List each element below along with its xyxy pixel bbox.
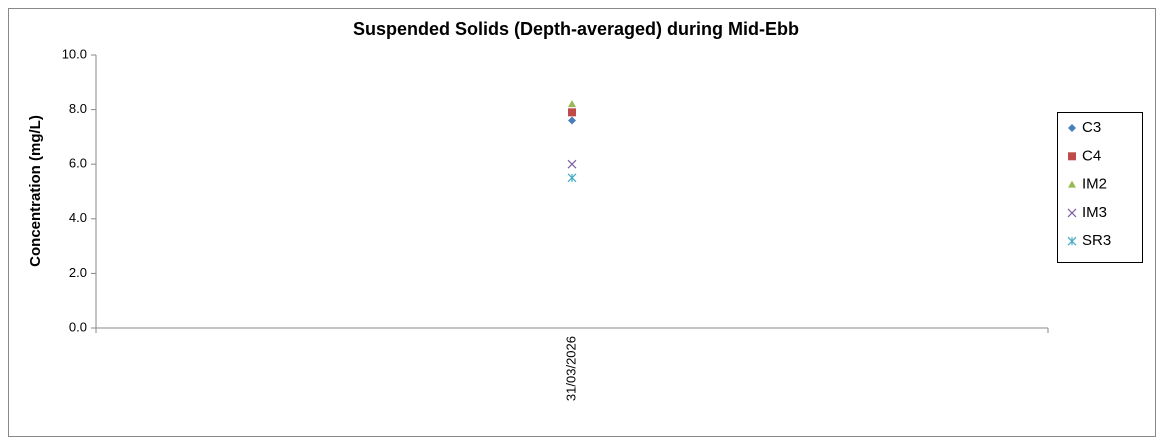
legend-label: C3 — [1082, 119, 1101, 136]
y-tick-label: 10.0 — [62, 46, 87, 61]
legend-label: IM2 — [1082, 176, 1107, 193]
legend-marker — [1067, 208, 1077, 218]
legend-marker — [1068, 180, 1076, 188]
chart-border — [8, 8, 1156, 437]
chart-title: Suspended Solids (Depth-averaged) during… — [353, 19, 799, 39]
marker — [568, 100, 576, 108]
legend-marker — [1068, 152, 1076, 161]
marker — [568, 108, 576, 117]
y-tick-label: 8.0 — [69, 101, 87, 116]
y-tick-label: 2.0 — [69, 265, 87, 280]
marker — [568, 116, 576, 125]
legend-label: C4 — [1082, 147, 1101, 164]
marker — [567, 159, 577, 169]
legend-label: SR3 — [1082, 232, 1111, 249]
legend-label: IM3 — [1082, 204, 1107, 221]
legend-marker — [1068, 124, 1076, 132]
y-axis-label: Concentration (mg/L) — [27, 115, 44, 267]
legend-marker — [1067, 236, 1077, 246]
marker — [567, 173, 577, 183]
y-tick-label: 4.0 — [69, 210, 87, 225]
y-tick-label: 6.0 — [69, 156, 87, 171]
y-tick-label: 0.0 — [69, 319, 87, 334]
x-tick-label: 31/03/2026 — [563, 336, 578, 401]
